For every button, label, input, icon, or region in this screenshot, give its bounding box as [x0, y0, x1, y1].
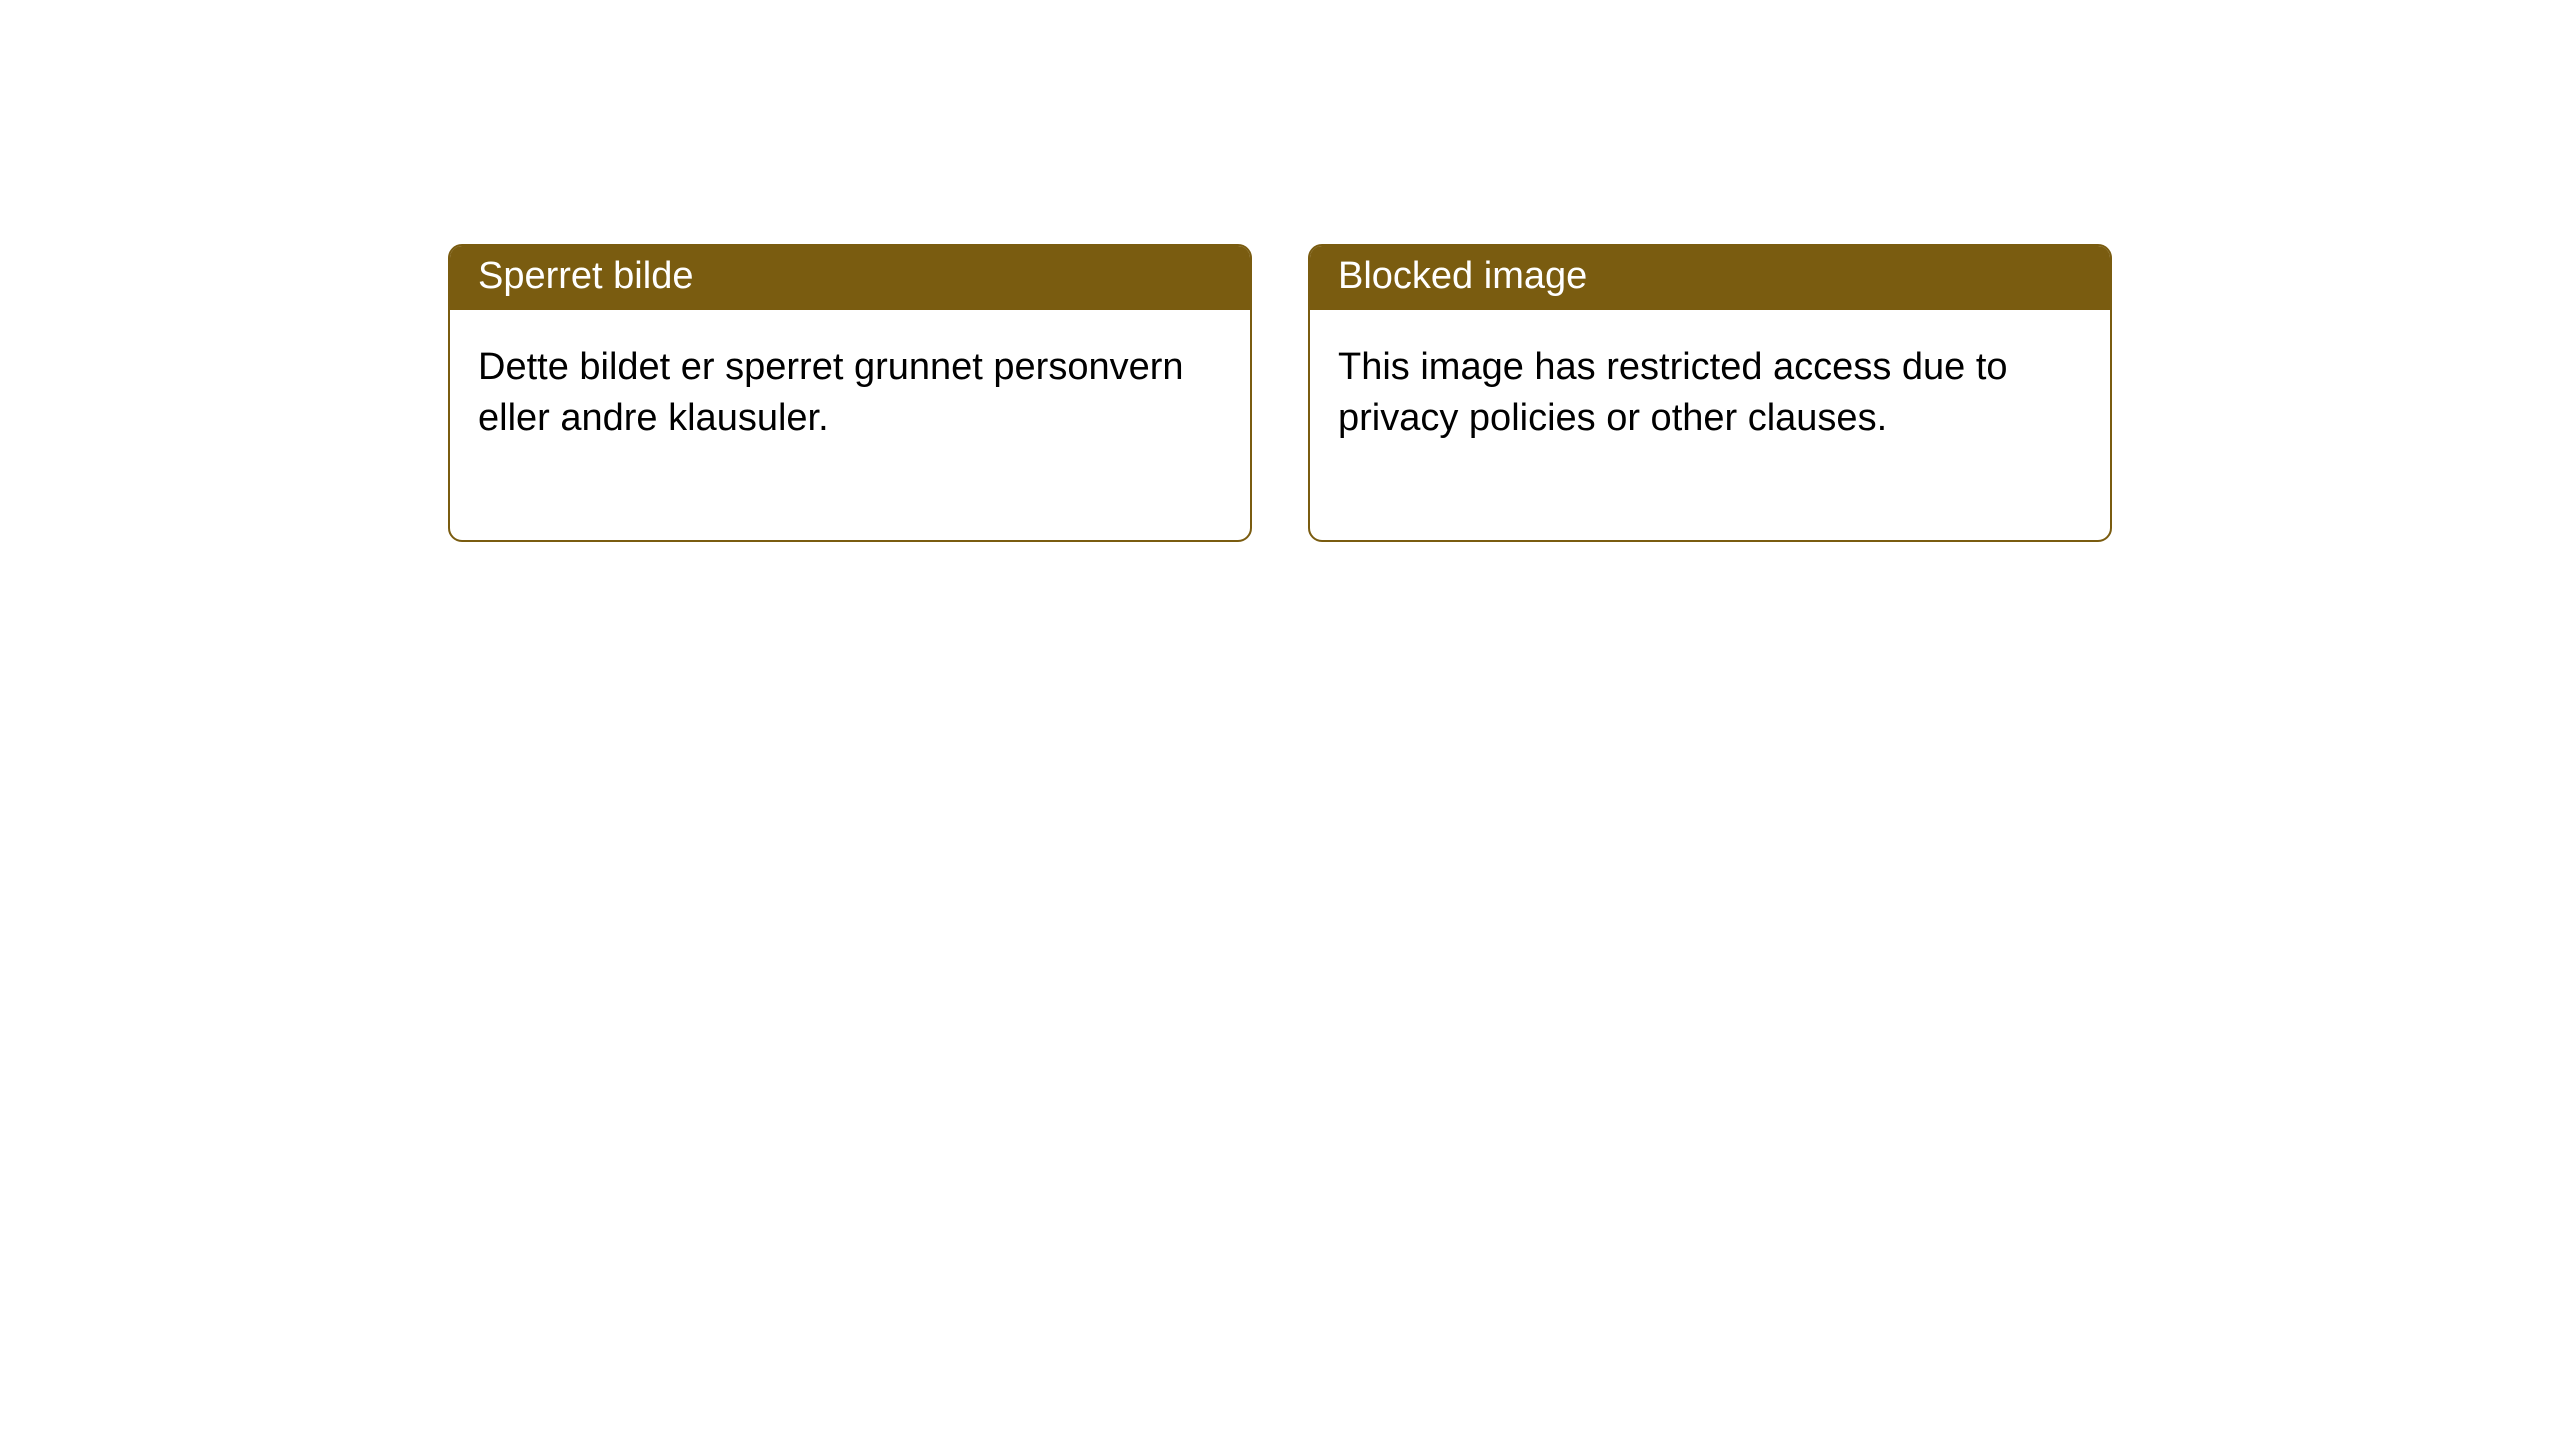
notices-container: Sperret bilde Dette bildet er sperret gr…	[0, 0, 2560, 542]
notice-body: Dette bildet er sperret grunnet personve…	[450, 310, 1250, 540]
notice-box-norwegian: Sperret bilde Dette bildet er sperret gr…	[448, 244, 1252, 542]
notice-title: Blocked image	[1310, 246, 2110, 310]
notice-title: Sperret bilde	[450, 246, 1250, 310]
notice-box-english: Blocked image This image has restricted …	[1308, 244, 2112, 542]
notice-body: This image has restricted access due to …	[1310, 310, 2110, 540]
